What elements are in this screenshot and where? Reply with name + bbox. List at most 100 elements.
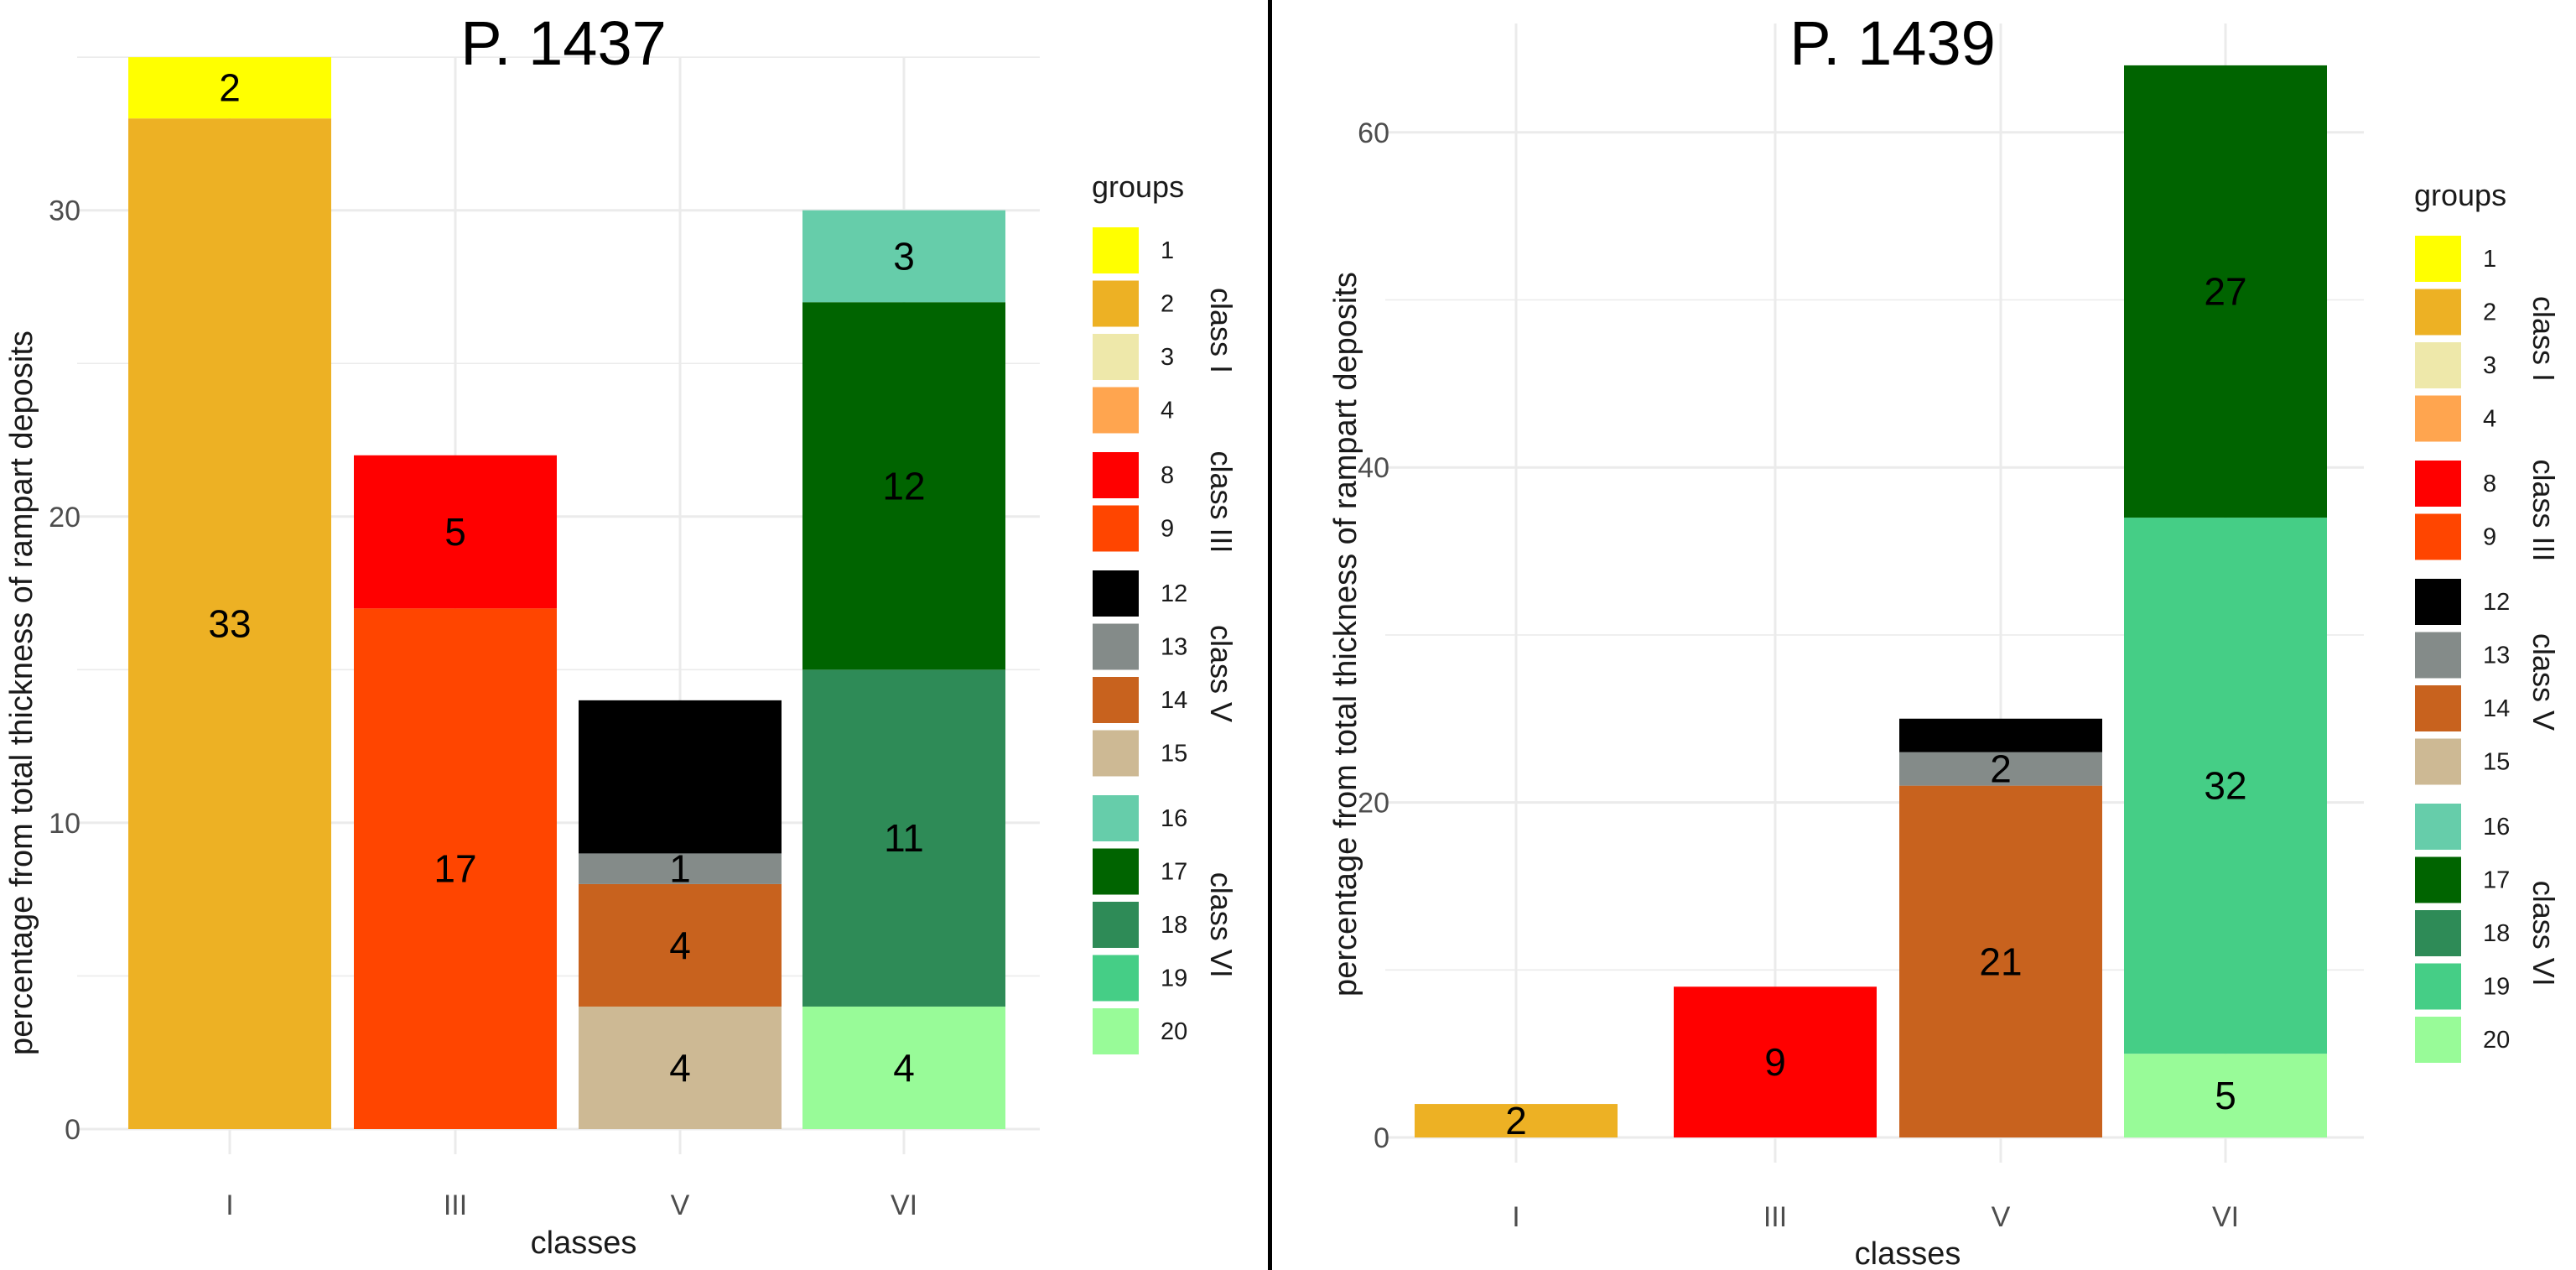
bar-segment-group-8 [1674,986,1877,1137]
x-tick-label: III [444,1189,467,1221]
legend-label: 17 [2483,867,2510,894]
bar-value-label: 21 [1979,939,2022,983]
bar-segment-group-13 [579,853,782,884]
bar-segment-group-17 [802,302,1005,670]
y-axis-label: percentage from total thickness of rampa… [1328,272,1363,997]
bar-segment-group-2 [128,118,331,1129]
y-tick-label: 40 [1358,452,1389,484]
legend-label: 19 [1161,966,1187,992]
legend-swatch-3 [2413,341,2463,390]
legend-label: 20 [2483,1027,2510,1054]
legend-label: 16 [1161,805,1187,832]
bar-value-label: 5 [669,755,691,799]
legend-swatch-15 [2413,736,2463,787]
legend-swatch-3 [1091,332,1140,382]
bar-value-label: 5 [2215,1074,2236,1117]
legend-swatch-8 [1091,450,1140,500]
legend-label: 13 [1161,634,1187,661]
legend-label: 18 [1161,912,1187,939]
legend-label: 8 [1161,462,1174,489]
bar-segment-group-12 [579,700,782,854]
panel-divider [1268,0,1272,1270]
legend-title: groups [1092,169,1184,204]
bar-value-label: 11 [884,816,924,860]
legend-swatch-2 [2413,287,2463,337]
bar-segment-group-15 [579,1006,782,1129]
legend-label: 18 [2483,920,2510,947]
y-tick-label: 30 [49,195,80,227]
legend-label: 8 [2483,471,2496,497]
bar-segment-group-13 [1899,752,2102,786]
bar-value-label: 12 [882,464,925,507]
legend-swatch-18 [2413,908,2463,958]
chart-p1437: P. 1437 percentage from total thickness … [4,8,1239,1261]
legend-label: 12 [1161,580,1187,607]
legend-swatch-19 [2413,961,2463,1012]
x-tick-label: III [1763,1201,1787,1233]
legend-swatch-13 [2413,630,2463,680]
x-tick-label: VI [2212,1201,2239,1233]
legend-label: 15 [2483,749,2510,776]
legend-swatch-15 [1091,728,1140,778]
legend-label: 12 [2483,589,2510,616]
legend-class-label: class V [2527,633,2561,731]
legend-swatch-13 [1091,622,1140,672]
legend-swatch-20 [1091,1007,1140,1056]
legend-swatch-14 [2413,684,2463,733]
legend-label: 1 [1161,237,1174,264]
legend-label: 1 [2483,246,2496,273]
legend-class-label: class VI [2527,881,2561,986]
legend-label: 15 [1161,741,1187,768]
bar-segment-group-14 [1899,785,2102,1137]
legend-swatch-8 [2413,459,2463,508]
legend-swatch-19 [1091,953,1140,1003]
x-axis-label: classes [1855,1236,1961,1270]
legend-swatch-1 [1091,226,1140,275]
bar-segment-group-2 [1415,1104,1618,1137]
legend-label: 9 [2483,524,2496,551]
x-tick-label: I [1512,1201,1519,1233]
y-tick-label: 60 [1358,117,1389,149]
bar-segment-group-8 [354,455,557,609]
bar-segment-group-18 [802,669,1005,1007]
legend-swatch-2 [1091,278,1140,329]
legend-label: 4 [2483,406,2496,433]
bar-value-label: 2 [1990,714,2012,757]
y-axis-label: percentage from total thickness of rampa… [4,331,39,1055]
legend-swatch-17 [2413,855,2463,905]
legend-label: 14 [2483,695,2510,722]
x-tick-label: V [1992,1201,2011,1233]
x-tick-label: I [226,1189,233,1221]
legend-class-label: class VI [1204,872,1239,978]
y-tick-label: 20 [1358,788,1389,820]
bar-value-label: 2 [1990,747,2012,791]
legend-class-label: class V [1204,625,1239,722]
legend-swatch-4 [2413,393,2463,444]
legend-label: 16 [2483,814,2510,841]
bar-segment-group-1 [128,57,331,119]
legend-class-label: class I [1204,288,1239,373]
bar-segment-group-17 [2124,65,2327,518]
y-tick-label: 20 [49,502,80,534]
legend-label: 13 [2483,643,2510,669]
legend-swatch-16 [2413,802,2463,851]
legend-swatch-9 [1091,503,1140,554]
legend-swatch-17 [1091,846,1140,897]
chart-title: P. 1439 [1789,8,1996,78]
legend-label: 3 [1161,344,1174,371]
legend-swatch-12 [1091,569,1140,618]
chart-title: P. 1437 [460,8,667,78]
bar-value-label: 4 [669,924,691,967]
legend-label: 14 [1161,687,1187,714]
legend-swatch-1 [2413,234,2463,284]
legend-label: 20 [1161,1018,1187,1045]
bar-value-label: 4 [893,1046,915,1090]
legend-swatch-20 [2413,1015,2463,1064]
bar-segment-group-16 [802,210,1005,303]
legend-title: groups [2414,178,2506,212]
bar-segment-group-20 [2124,1054,2327,1137]
legend-label: 2 [2483,299,2496,326]
legend-label: 17 [1161,859,1187,886]
